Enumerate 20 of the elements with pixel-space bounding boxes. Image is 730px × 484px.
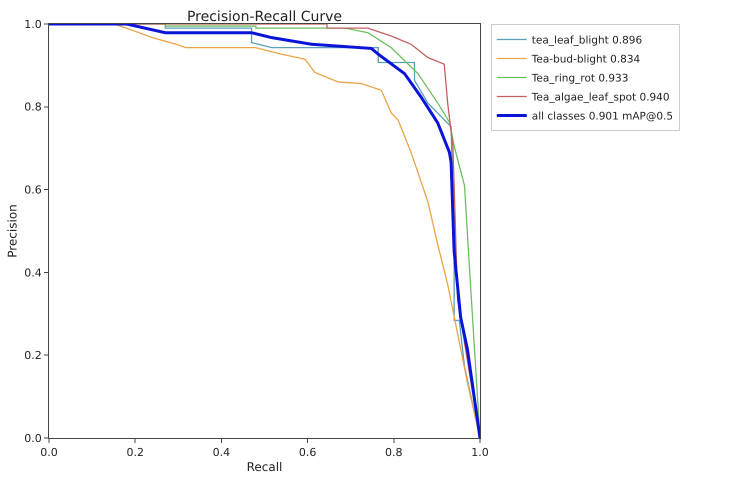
chart-title: Precision-Recall Curve bbox=[186, 9, 342, 25]
y-tick-label: 0.6 bbox=[24, 183, 42, 196]
x-tick-label: 0.2 bbox=[126, 446, 144, 460]
legend-label: Tea-bud-blight 0.834 bbox=[530, 54, 641, 66]
x-tick-label: 0.0 bbox=[40, 446, 58, 460]
x-tick-label: 0.8 bbox=[385, 446, 403, 460]
legend-label: all classes 0.901 mAP@0.5 bbox=[532, 110, 674, 123]
legend-label: Tea_ring_rot 0.933 bbox=[530, 72, 628, 85]
x-axis-title: Recall bbox=[246, 460, 282, 474]
y-axis-title: Precision bbox=[6, 204, 20, 258]
x-tick-label: 0.6 bbox=[298, 446, 316, 460]
legend-label: tea_leaf_blight 0.896 bbox=[532, 34, 642, 47]
y-tick-label: 0.4 bbox=[24, 266, 42, 280]
y-tick-label: 0.0 bbox=[24, 432, 42, 445]
y-tick-label: 0.8 bbox=[24, 100, 42, 114]
x-tick-label: 0.4 bbox=[212, 446, 230, 460]
y-tick-label: 1.0 bbox=[24, 18, 42, 31]
legend-label: Tea_algae_leaf_spot 0.940 bbox=[530, 92, 670, 104]
x-tick-label: 1.0 bbox=[471, 446, 489, 460]
y-tick-label: 0.2 bbox=[24, 349, 42, 362]
